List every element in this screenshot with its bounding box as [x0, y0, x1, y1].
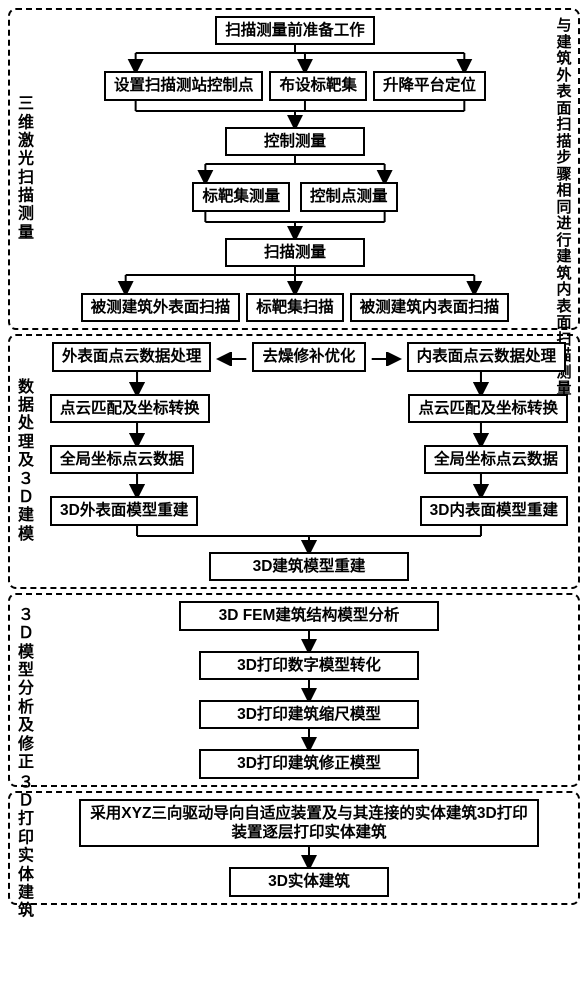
node-denoise: 去燥修补优化: [252, 342, 365, 371]
arrow-23-24: [46, 680, 572, 700]
connector-234to5: [46, 101, 544, 127]
connector-1to234: [46, 45, 544, 71]
connector-row4: [46, 474, 572, 496]
connector-row3: [46, 423, 572, 445]
section-label-1: 三维激光扫描测量: [14, 96, 38, 243]
node-3d-building: 3D实体建筑: [229, 867, 389, 896]
node-prep: 扫描测量前准备工作: [215, 16, 375, 45]
node-outer-cloud: 外表面点云数据处理: [52, 342, 212, 371]
node-platform-pos: 升降平台定位: [373, 71, 486, 100]
node-scan-measure: 扫描测量: [225, 238, 365, 267]
section-label-2: 数据处理及３Ｄ建模: [14, 379, 38, 545]
node-target-layout: 布设标靶集: [269, 71, 367, 100]
section-data-process: 数据处理及３Ｄ建模 外表面点云数据处理 去燥修补优化 内表面点云数据处理: [8, 334, 580, 589]
node-digital-convert: 3D打印数字模型转化: [199, 651, 419, 680]
section-model-analysis: ３Ｄ模型分析及修正 3D FEM建筑结构模型分析 3D打印数字模型转化 3D打印…: [8, 593, 580, 787]
node-ctrlpoint-measure: 控制点测量: [300, 182, 398, 211]
connector-row2: [46, 372, 572, 394]
arrow-26-27: [46, 847, 572, 867]
node-xyz-print: 采用XYZ三向驱动导向自适应装置及与其连接的实体建筑3D打印装置逐层打印实体建筑: [79, 799, 539, 848]
node-outer-scan: 被测建筑外表面扫描: [81, 293, 241, 322]
node-global-right: 全局坐标点云数据: [424, 445, 568, 474]
arrow-24-25: [46, 729, 572, 749]
node-fem: 3D FEM建筑结构模型分析: [179, 601, 439, 630]
node-3d-rebuild: 3D建筑模型重建: [209, 552, 409, 581]
section-3d-print: ３Ｄ打印实体建筑 采用XYZ三向驱动导向自适应装置及与其连接的实体建筑3D打印装…: [8, 791, 580, 905]
section-label-4: ３Ｄ打印实体建筑: [14, 774, 38, 921]
node-correct-model: 3D打印建筑修正模型: [199, 749, 419, 778]
node-match-left: 点云匹配及坐标转换: [50, 394, 210, 423]
connector-8to91011: [46, 267, 544, 293]
node-target-measure: 标靶集测量: [192, 182, 290, 211]
section-label-3: ３Ｄ模型分析及修正: [14, 607, 38, 773]
node-control-measure: 控制测量: [225, 127, 365, 156]
node-scale-model: 3D打印建筑缩尺模型: [199, 700, 419, 729]
node-target-scan: 标靶集扫描: [246, 293, 344, 322]
node-set-control-point: 设置扫描测站控制点: [104, 71, 264, 100]
node-global-left: 全局坐标点云数据: [50, 445, 194, 474]
connector-5to67: [46, 156, 544, 182]
node-inner-cloud: 内表面点云数据处理: [407, 342, 567, 371]
node-inner-scan: 被测建筑内表面扫描: [350, 293, 510, 322]
connector-1920to21: [46, 526, 572, 552]
section-scan-measure: 三维激光扫描测量 与建筑外表面扫描步骤相同进行建筑内表面扫描测量 扫描测量前准备…: [8, 8, 580, 330]
node-3d-outer: 3D外表面模型重建: [50, 496, 198, 525]
arrow-22-23: [46, 631, 572, 651]
node-3d-inner: 3D内表面模型重建: [420, 496, 568, 525]
connector-67to8: [46, 212, 544, 238]
node-match-right: 点云匹配及坐标转换: [408, 394, 568, 423]
